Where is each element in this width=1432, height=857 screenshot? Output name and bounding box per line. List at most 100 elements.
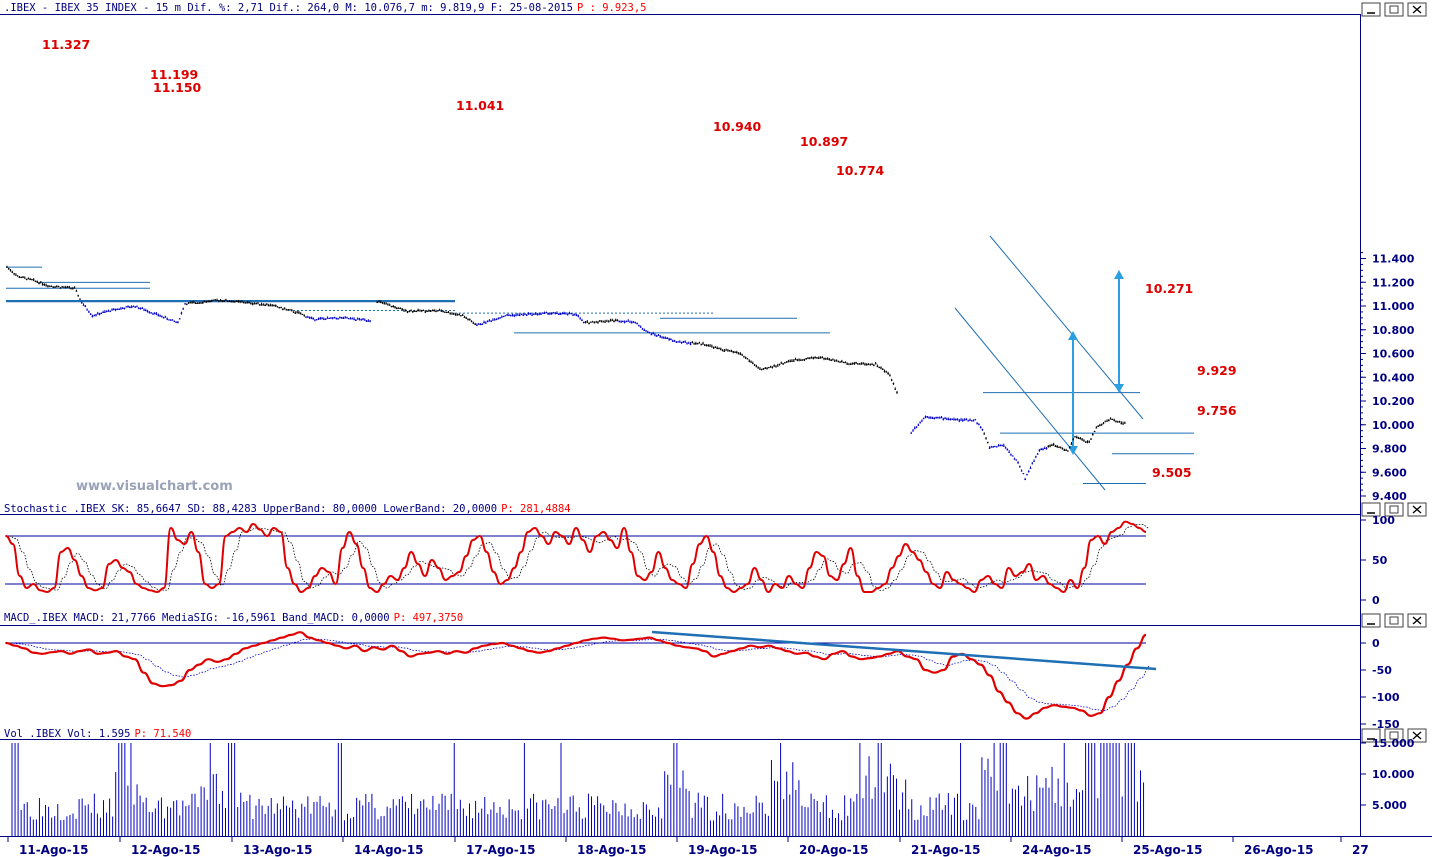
candle-body — [1100, 424, 1103, 426]
candle-body — [944, 418, 946, 420]
candle-body — [791, 360, 793, 362]
candle-body — [1051, 444, 1053, 446]
candle-body — [969, 419, 971, 421]
candle-body — [1010, 454, 1012, 456]
y-tick-label: 100 — [1372, 514, 1395, 527]
candle-body — [1077, 437, 1080, 439]
price-level-label: 10.271 — [1145, 281, 1193, 296]
candle-body — [679, 341, 681, 343]
candle-body — [442, 310, 444, 312]
candle-body — [77, 295, 79, 297]
candle-body — [346, 317, 348, 319]
x-tick-label: 24-Ago-15 — [1022, 843, 1091, 857]
candle-body — [634, 322, 637, 324]
candle-body — [663, 337, 665, 339]
price-level-label: 9.929 — [1197, 363, 1237, 378]
candle-body — [648, 332, 651, 334]
arrow-up-icon — [1068, 331, 1078, 340]
candle-body — [520, 313, 523, 315]
candle-body — [543, 312, 546, 314]
candle-body — [1003, 445, 1005, 447]
candle-body — [251, 303, 254, 305]
candle-body — [702, 343, 704, 345]
candle-body — [339, 317, 341, 319]
candle-body — [643, 329, 646, 331]
candle-body — [1122, 423, 1124, 425]
maximize-icon — [1389, 616, 1399, 625]
candle-body — [219, 299, 222, 301]
candle-body — [577, 315, 580, 317]
candle-body — [161, 316, 163, 318]
price-level-label: 9.756 — [1197, 403, 1237, 418]
candle-body — [25, 279, 28, 281]
candle-body — [180, 312, 183, 314]
candle-body — [40, 281, 42, 283]
candle-body — [737, 353, 740, 355]
candle-body — [798, 359, 800, 361]
candle-body — [274, 305, 277, 307]
candle-body — [762, 368, 765, 370]
candle-body — [401, 309, 403, 311]
maximize-icon — [1389, 5, 1399, 14]
candle-body — [269, 305, 272, 307]
candle-body — [88, 311, 90, 313]
candle-body — [862, 363, 864, 365]
candle-body — [32, 279, 35, 281]
candle-body — [732, 351, 735, 353]
candle-body — [7, 268, 10, 270]
candle-body — [696, 343, 699, 345]
candle-body — [671, 340, 674, 342]
candle-body — [766, 368, 768, 370]
x-axis: 11-Ago-15 12-Ago-15 13-Ago-15 14-Ago-15 17-A… — [7, 836, 1369, 857]
candle-body — [15, 274, 17, 276]
x-tick-label: 19-Ago-15 — [688, 843, 757, 857]
candle-body — [1027, 470, 1030, 472]
candle-body — [29, 279, 31, 281]
candle-body — [68, 286, 71, 288]
candle-body — [242, 302, 245, 304]
volume-header: Vol_.IBEX Vol: 1.595 P: 71.540 — [4, 728, 191, 740]
candle-body — [173, 321, 176, 323]
candle-body — [1097, 425, 1099, 427]
candle-body — [851, 363, 854, 365]
candle-body — [967, 420, 969, 422]
candle-body — [864, 363, 866, 365]
candle-body — [755, 366, 758, 368]
candle-body — [223, 300, 225, 302]
candle-body — [700, 344, 702, 346]
candle-body — [470, 321, 473, 323]
candle-body — [727, 350, 729, 352]
candle-body — [194, 302, 197, 304]
candle-body — [558, 313, 560, 315]
candle-body — [963, 419, 966, 421]
candle-body — [748, 360, 751, 362]
candle-body — [490, 320, 492, 322]
candle-body — [59, 287, 62, 289]
candle-body — [659, 336, 662, 338]
y-tick-label: 10.400 — [1372, 371, 1415, 384]
candle-body — [725, 349, 727, 351]
candle-body — [880, 367, 882, 369]
candle-body — [178, 318, 181, 320]
window-button — [1361, 2, 1381, 17]
window-button — [1361, 728, 1381, 743]
candle-body — [347, 318, 350, 320]
candle-body — [137, 308, 140, 310]
candle-body — [974, 419, 977, 421]
candle-body — [1074, 436, 1076, 438]
candle-body — [750, 361, 752, 363]
candle-body — [1054, 446, 1057, 448]
candle-body — [424, 311, 427, 313]
candle-body — [182, 308, 185, 310]
candle-body — [805, 358, 808, 360]
candle-body — [935, 416, 937, 418]
candle-body — [9, 270, 12, 272]
candle-body — [226, 301, 229, 303]
candle-body — [586, 321, 589, 323]
x-tick-label: 18-Ago-15 — [577, 843, 646, 857]
candle-body — [38, 283, 40, 285]
candle-body — [16, 275, 19, 277]
candle-body — [420, 310, 423, 312]
candle-body — [141, 307, 144, 309]
